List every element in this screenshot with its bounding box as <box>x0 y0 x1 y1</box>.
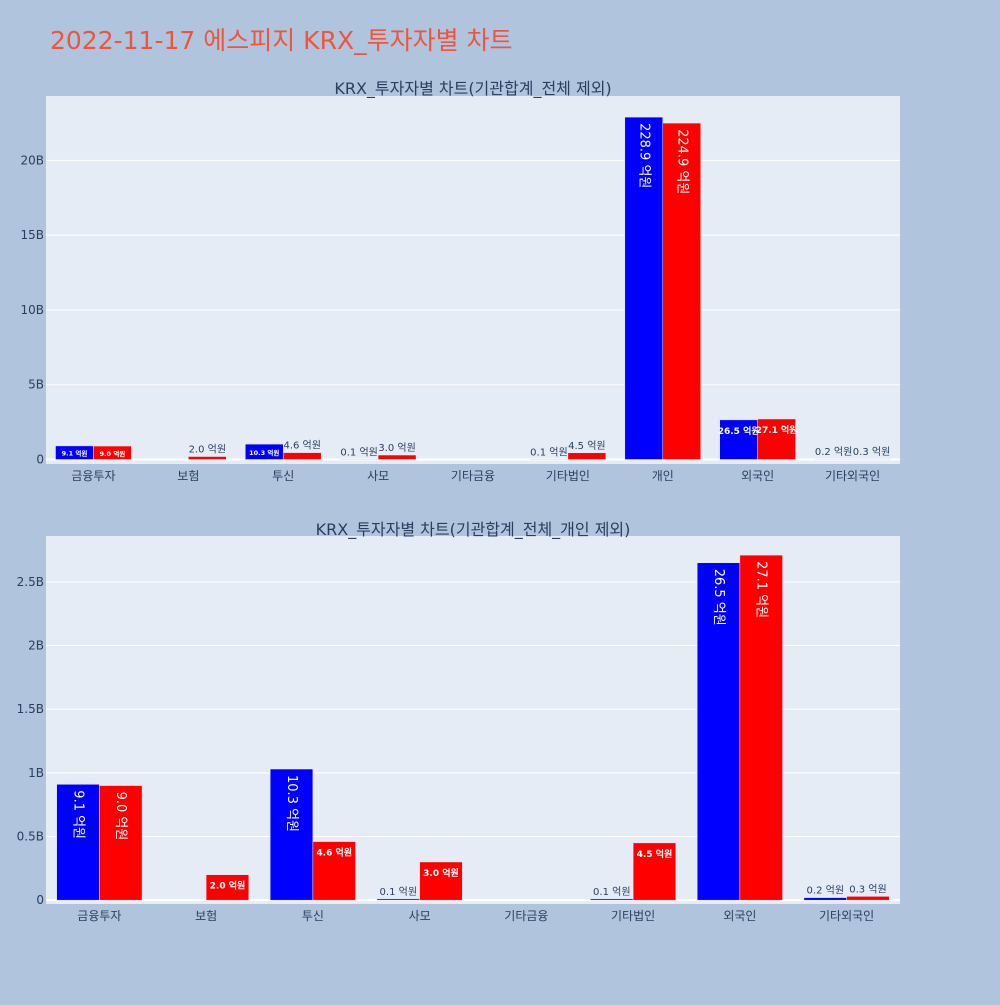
bar-label: 26.5 억원 <box>718 425 760 437</box>
x-tick-label: 사모 <box>409 909 431 923</box>
x-tick-label: 기타법인 <box>546 469 590 483</box>
bar-label: 3.0 억원 <box>378 442 415 454</box>
bar-label: 9.0 억원 <box>100 449 126 458</box>
x-tick-label: 외국인 <box>741 469 774 483</box>
bar-label: 27.1 억원 <box>754 561 769 618</box>
y-tick-label: 0 <box>36 893 44 907</box>
y-tick-label: 0.5B <box>17 830 44 844</box>
chart-panel-1: KRX_투자자별 차트(기관합계_전체 제외) 0 5B 10B 15B 20B 금융투자 9… <box>20 79 900 483</box>
bar-label: 3.0 억원 <box>423 867 459 879</box>
x-tick-label: 투신 <box>272 469 294 483</box>
bar-label: 26.5 억원 <box>711 569 726 626</box>
plot-area <box>46 96 900 464</box>
bar-label: 10.3 억원 <box>284 775 299 832</box>
bar <box>283 453 321 460</box>
bar-label: 9.1 억원 <box>62 449 88 458</box>
y-tick-label: 10B <box>20 303 44 317</box>
bar-label: 0.1 억원 <box>340 446 377 458</box>
y-tick-label: 1.5B <box>17 702 44 716</box>
y-tick-label: 15B <box>20 228 44 242</box>
chart-panel-2: KRX_투자자별 차트(기관합계_전체_개인 제외) 0 0.5B 1B 1.5B 2B 2… <box>17 520 900 923</box>
bar-label: 4.6 억원 <box>316 847 352 859</box>
bar <box>590 899 633 900</box>
bar-label: 0.2 억원 <box>807 885 844 897</box>
bar-label: 224.9 억원 <box>674 129 689 194</box>
figure-title: 2022-11-17 에스피지 KRX_투자자별 차트 <box>50 26 513 55</box>
x-tick-label: 기타법인 <box>611 909 655 923</box>
bar <box>188 457 226 460</box>
bar <box>847 896 890 900</box>
y-tick-label: 2.5B <box>17 575 44 589</box>
x-tick-label: 투신 <box>302 909 324 923</box>
bar-label: 0.2 억원 <box>815 446 852 458</box>
bar-label: 2.0 억원 <box>189 444 226 456</box>
bar-label: 4.5 억원 <box>637 848 673 860</box>
y-tick-label: 2B <box>28 639 44 653</box>
x-tick-label: 금융투자 <box>71 469 115 483</box>
bar-label: 10.3 억원 <box>249 448 279 457</box>
x-tick-label: 기타금융 <box>451 469 495 483</box>
bar-label: 9.1 억원 <box>71 790 86 839</box>
bar-label: 4.5 억원 <box>568 440 605 452</box>
x-tick-label: 기타외국인 <box>825 469 880 483</box>
bar-label: 27.1 억원 <box>756 424 798 436</box>
x-tick-label: 사모 <box>367 469 389 483</box>
x-tick-label: 기타금융 <box>504 909 548 923</box>
bar <box>377 899 420 900</box>
bar <box>420 862 463 900</box>
x-tick-label: 외국인 <box>723 909 756 923</box>
y-tick-label: 5B <box>28 378 44 392</box>
bar-label: 2.0 억원 <box>210 880 246 892</box>
x-tick-label: 보험 <box>195 909 217 923</box>
y-tick-label: 20B <box>20 153 44 167</box>
x-tick-label: 기타외국인 <box>819 909 874 923</box>
y-tick-label: 0 <box>36 453 44 467</box>
bar-label: 4.6 억원 <box>283 440 320 452</box>
bar-label: 228.9 억원 <box>636 123 651 188</box>
x-tick-label: 개인 <box>652 469 674 483</box>
bar-label: 0.1 억원 <box>530 446 567 458</box>
bar-label: 0.3 억원 <box>849 883 886 895</box>
x-tick-label: 보험 <box>177 469 199 483</box>
x-tick-label: 금융투자 <box>77 909 121 923</box>
bar-label: 9.0 억원 <box>113 792 128 841</box>
bar <box>378 455 416 459</box>
chart-title: KRX_투자자별 차트(기관합계_전체_개인 제외) <box>316 520 631 540</box>
bar <box>804 898 847 901</box>
y-tick-label: 1B <box>28 766 44 780</box>
bar-label: 0.1 억원 <box>380 886 417 898</box>
bar-label: 0.1 억원 <box>593 886 630 898</box>
bar-label: 0.3 억원 <box>853 446 890 458</box>
bar <box>568 453 606 460</box>
chart-title: KRX_투자자별 차트(기관합계_전체 제외) <box>334 79 611 99</box>
bar <box>720 420 758 460</box>
